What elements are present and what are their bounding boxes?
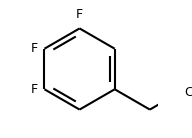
Text: F: F xyxy=(31,83,38,96)
Text: F: F xyxy=(76,8,83,21)
Text: Cl: Cl xyxy=(184,86,192,99)
Text: F: F xyxy=(31,42,38,55)
